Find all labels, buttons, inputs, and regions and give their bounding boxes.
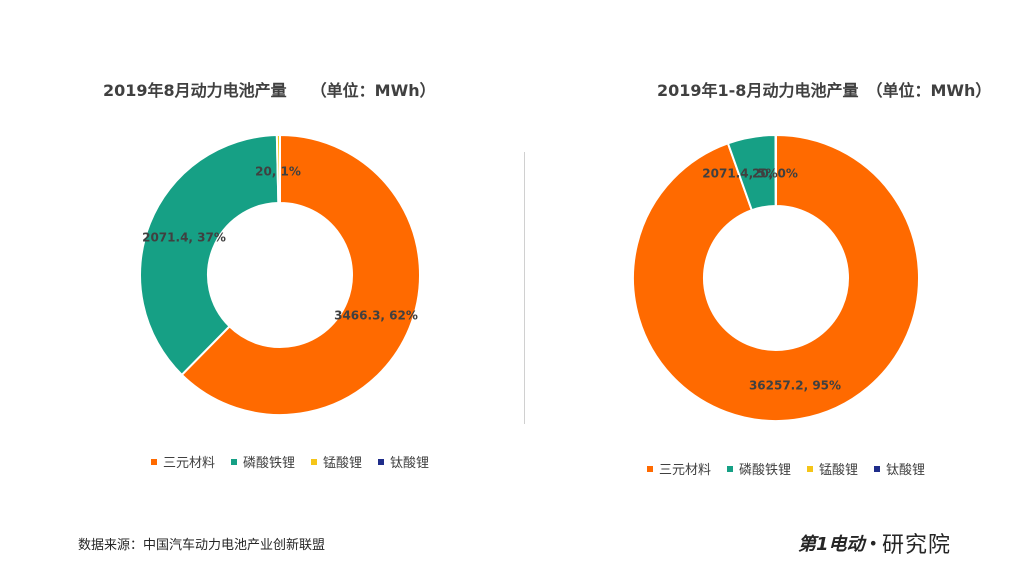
data-label: 36257.2, 95% (749, 379, 841, 393)
data-label: 20, 1% (255, 165, 301, 179)
legend-label: 磷酸铁锂 (739, 463, 792, 478)
legend-item: 锰酸锂 (311, 452, 362, 471)
legend-label: 三元材料 (163, 456, 216, 471)
legend-swatch (231, 458, 238, 465)
legend-label: 三元材料 (659, 463, 712, 478)
chart-title-jan-aug: 2019年1-8月动力电池产量 （单位：MWh） (657, 81, 992, 100)
donut-chart-1: 36257.2, 95% 2071.4, 5%20, 0% (632, 133, 920, 422)
data-label: 20, 0% (752, 167, 798, 181)
donut-slice-三元材料 (180, 133, 421, 416)
legend-item: 锰酸锂 (807, 459, 858, 478)
legend-swatch (874, 465, 881, 472)
data-label: 2071.4, 37% (142, 231, 226, 245)
legend-august: 三元材料 磷酸铁锂 锰酸锂 钛酸锂 (151, 452, 445, 471)
donut-slice-磷酸铁锂 (139, 134, 280, 377)
data-source-note: 数据来源：中国汽车动力电池产业创新联盟 (78, 538, 326, 553)
legend-label: 锰酸锂 (819, 463, 859, 478)
legend-label: 锰酸锂 (323, 456, 363, 471)
donut-slice-三元材料 (632, 133, 920, 422)
legend-item: 三元材料 (647, 459, 711, 478)
legend-swatch (727, 465, 734, 472)
logo-text: 研究院 (881, 533, 951, 558)
legend-label: 磷酸铁锂 (243, 456, 296, 471)
legend-jan-aug: 三元材料 磷酸铁锂 锰酸锂 钛酸锂 (647, 459, 941, 478)
legend-item: 磷酸铁锂 (231, 452, 295, 471)
logo-mark: 第1电动 (798, 534, 865, 555)
legend-swatch (807, 465, 814, 472)
chart-divider (524, 152, 525, 424)
legend-item: 三元材料 (151, 452, 215, 471)
legend-label: 钛酸锂 (390, 456, 430, 471)
data-label: 3466.3, 62% (334, 309, 418, 323)
donut-slice-锰酸锂 (275, 133, 281, 205)
legend-swatch (311, 458, 318, 465)
legend-label: 钛酸锂 (886, 463, 926, 478)
legend-item: 磷酸铁锂 (727, 459, 791, 478)
brand-logo: 第1电动 • 研究院 (798, 526, 951, 560)
legend-item: 钛酸锂 (378, 452, 429, 471)
chart-title-august: 2019年8月动力电池产量 （单位：MWh） (103, 81, 436, 100)
donut-chart-0: 3466.3, 62% 2071.4, 37% 20, 1% (139, 133, 421, 416)
legend-swatch (378, 458, 385, 465)
data-label: 2071.4, 5% (702, 167, 777, 181)
legend-swatch (647, 465, 653, 472)
legend-item: 钛酸锂 (874, 459, 925, 478)
logo-separator-dot: • (868, 533, 878, 553)
legend-swatch (151, 458, 157, 465)
